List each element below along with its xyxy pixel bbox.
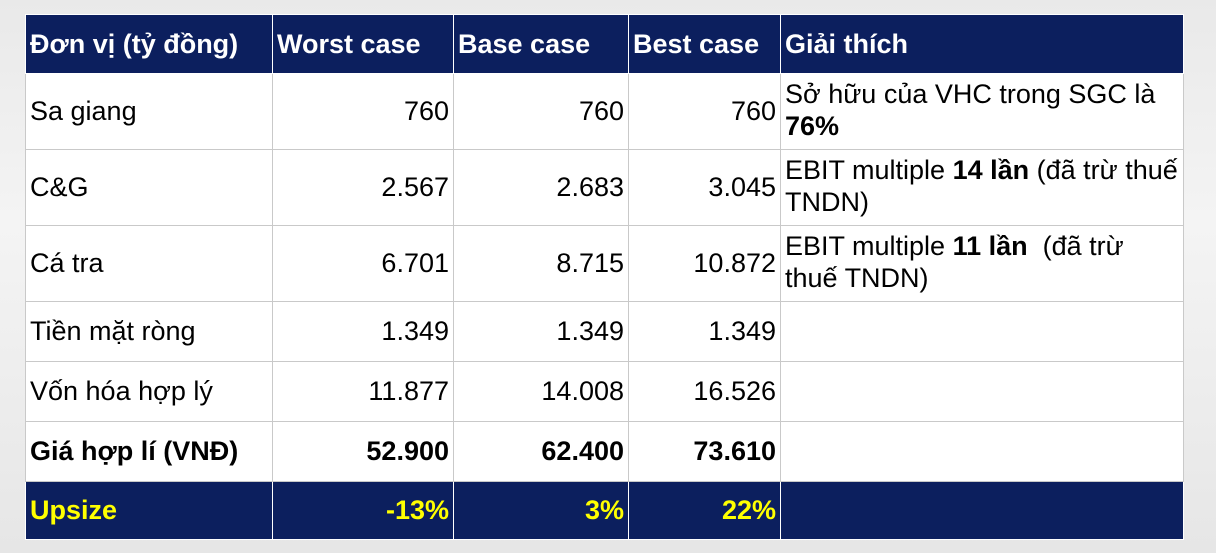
table-row: Giá hợp lí (VNĐ) 52.900 62.400 73.610 bbox=[25, 421, 1184, 482]
note-text: 14 lần bbox=[952, 155, 1030, 185]
note-text: 11 lần bbox=[952, 231, 1028, 261]
note-cell: EBIT multiple 14 lần (đã trừ thuế TNDN) bbox=[780, 149, 1184, 226]
value-cell: 760 bbox=[453, 73, 629, 150]
valuation-table: Đơn vị (tỷ đồng) Worst case Base case Best … bbox=[25, 14, 1184, 540]
value-cell: 2.567 bbox=[272, 149, 454, 226]
note-cell bbox=[780, 361, 1184, 422]
note-text: EBIT multiple bbox=[785, 155, 953, 185]
row-label: Cá tra bbox=[25, 225, 273, 302]
value-cell: 8.715 bbox=[453, 225, 629, 302]
value-cell: 16.526 bbox=[628, 361, 781, 422]
header-cell: Giải thích bbox=[780, 14, 1184, 74]
table-row: Tiền mặt ròng 1.349 1.349 1.349 bbox=[25, 301, 1184, 362]
note-text: (đã trừ thuế TNDN) bbox=[785, 155, 1178, 217]
value-cell: 11.877 bbox=[272, 361, 454, 422]
value-cell: 73.610 bbox=[628, 421, 781, 482]
note-text: EBIT multiple bbox=[785, 231, 953, 261]
value-cell: 6.701 bbox=[272, 225, 454, 302]
header-cell: Base case bbox=[453, 14, 629, 74]
table-body: Sa giang 760 760 760 Sở hữu của VHC trong SG… bbox=[25, 73, 1184, 540]
table-row: Sa giang 760 760 760 Sở hữu của VHC trong SG… bbox=[25, 73, 1184, 150]
note-cell: Sở hữu của VHC trong SGC là 76% bbox=[780, 73, 1184, 150]
table-header: Đơn vị (tỷ đồng) Worst case Base case Best … bbox=[25, 14, 1184, 74]
row-label: Sa giang bbox=[25, 73, 273, 150]
header-cell: Đơn vị (tỷ đồng) bbox=[25, 14, 273, 74]
note-text: (đã trừ thuế TNDN) bbox=[785, 231, 1132, 293]
note-text: Sở hữu của VHC trong SGC là bbox=[785, 79, 1163, 109]
row-label: Upsize bbox=[25, 481, 273, 540]
row-label: Giá hợp lí (VNĐ) bbox=[25, 421, 273, 482]
row-label: Vốn hóa hợp lý bbox=[25, 361, 273, 422]
value-cell: 10.872 bbox=[628, 225, 781, 302]
value-cell: 14.008 bbox=[453, 361, 629, 422]
value-cell: 2.683 bbox=[453, 149, 629, 226]
note-cell bbox=[780, 301, 1184, 362]
row-label: Tiền mặt ròng bbox=[25, 301, 273, 362]
value-cell: 22% bbox=[628, 481, 781, 540]
value-cell: 3.045 bbox=[628, 149, 781, 226]
value-cell: -13% bbox=[272, 481, 454, 540]
row-label: C&G bbox=[25, 149, 273, 226]
note-cell: EBIT multiple 11 lần (đã trừ thuế TNDN) bbox=[780, 225, 1184, 302]
value-cell: 62.400 bbox=[453, 421, 629, 482]
value-cell: 1.349 bbox=[272, 301, 454, 362]
table-row: C&G 2.567 2.683 3.045 EBIT multiple 14 lần (… bbox=[25, 149, 1184, 226]
table-row: Upsize -13% 3% 22% bbox=[25, 481, 1184, 540]
value-cell: 1.349 bbox=[453, 301, 629, 362]
note-text: 76% bbox=[785, 111, 840, 141]
header-row: Đơn vị (tỷ đồng) Worst case Base case Best … bbox=[25, 14, 1184, 74]
table-row: Cá tra 6.701 8.715 10.872 EBIT multiple 11 l… bbox=[25, 225, 1184, 302]
value-cell: 760 bbox=[272, 73, 454, 150]
value-cell: 52.900 bbox=[272, 421, 454, 482]
note-cell bbox=[780, 481, 1184, 540]
header-cell: Best case bbox=[628, 14, 781, 74]
value-cell: 3% bbox=[453, 481, 629, 540]
header-cell: Worst case bbox=[272, 14, 454, 74]
value-cell: 760 bbox=[628, 73, 781, 150]
note-cell bbox=[780, 421, 1184, 482]
table-row: Vốn hóa hợp lý 11.877 14.008 16.526 bbox=[25, 361, 1184, 422]
value-cell: 1.349 bbox=[628, 301, 781, 362]
